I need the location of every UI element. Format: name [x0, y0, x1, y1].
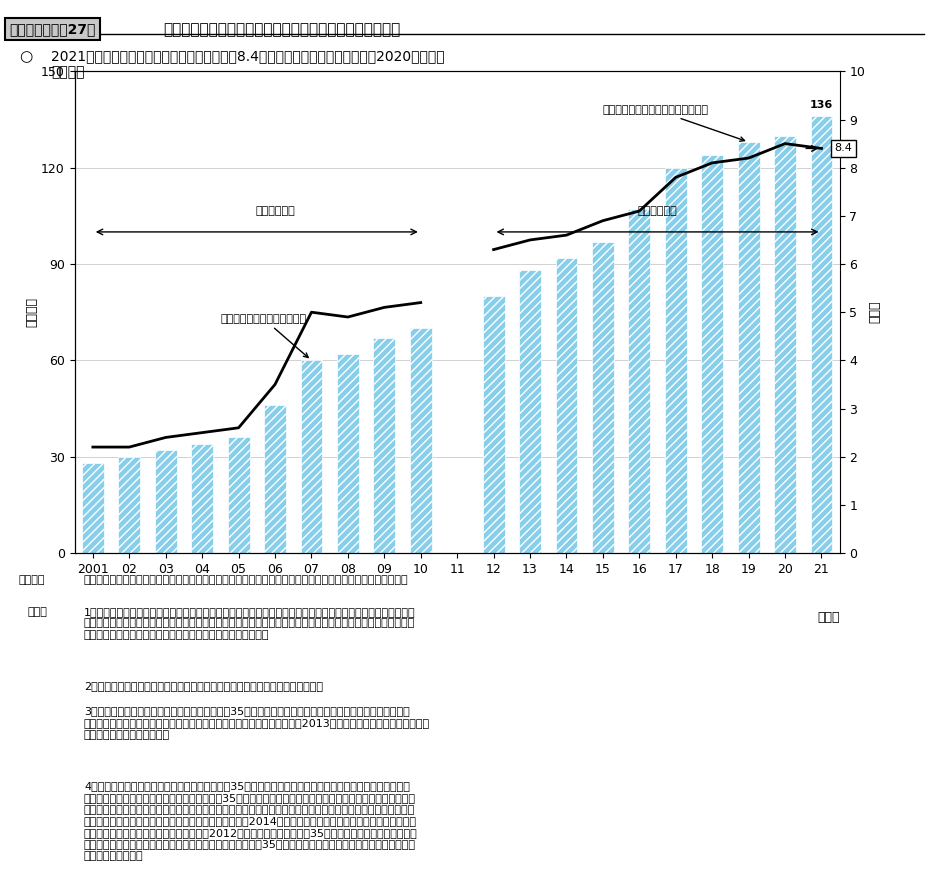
Bar: [555, 258, 578, 553]
Bar: [264, 405, 285, 553]
Bar: [118, 457, 140, 553]
Bar: [228, 437, 249, 553]
Bar: [629, 210, 650, 553]
Bar: [738, 142, 759, 553]
Bar: [337, 354, 359, 553]
Text: 推定組織率（折線、右目盛）: 推定組織率（折線、右目盛）: [220, 314, 308, 358]
Text: 組織率新定義: 組織率新定義: [637, 206, 677, 216]
Text: パートタイム労働者の労働組合員数: パートタイム労働者の労働組合員数: [603, 105, 745, 141]
Y-axis label: （％）: （％）: [868, 301, 881, 324]
Text: 3）旧定義による「雇用者数」は、就業時間が週35時間未満の雇用者数であり、「推定組織率」は、これで
　「パートタイム労働者の労働組合員数」を除して得られた数値で: 3）旧定義による「雇用者数」は、就業時間が週35時間未満の雇用者数であり、「推定…: [84, 706, 430, 739]
Bar: [191, 444, 213, 553]
Bar: [482, 296, 505, 553]
Text: 2021年のパートタイム労働者の推定組織率は8.4％となり、過去最高を記録した2020年より低
下した。: 2021年のパートタイム労働者の推定組織率は8.4％となり、過去最高を記録した2…: [51, 49, 445, 79]
Text: （注）: （注）: [28, 607, 48, 616]
Text: 136: 136: [810, 100, 833, 110]
Bar: [373, 338, 396, 553]
Bar: [300, 360, 323, 553]
Text: 資料出所: 資料出所: [19, 575, 45, 585]
Bar: [82, 463, 104, 553]
Bar: [410, 328, 432, 553]
Bar: [811, 116, 832, 553]
Text: 4）新定義による「雇用者数」は、就業時間が週35時間未満の雇用者数から従業上の地位が「正規の職員・
　従業員」を除いた雇用者数に、就業時間が週35時間以上で雇用: 4）新定義による「雇用者数」は、就業時間が週35時間未満の雇用者数から従業上の地…: [84, 781, 418, 861]
Bar: [774, 136, 796, 553]
Bar: [702, 155, 723, 553]
Text: パートタイム労働者の労働組合員数及び推定組織率の推移: パートタイム労働者の労働組合員数及び推定組織率の推移: [163, 22, 400, 37]
Text: 厚生労働省「労使関係総合調査（労働組合基礎調査）」をもとに厚生労働省政策統括官付政策統括室にて作成: 厚生労働省「労使関係総合調査（労働組合基礎調査）」をもとに厚生労働省政策統括官付…: [84, 575, 409, 585]
Text: 2）「雇用者数」は、いずれも労働力調査の各年６月分の原数値を用いている。: 2）「雇用者数」は、いずれも労働力調査の各年６月分の原数値を用いている。: [84, 681, 323, 691]
Bar: [155, 450, 176, 553]
Text: ○: ○: [19, 49, 32, 64]
Text: 組織率旧定義: 組織率旧定義: [255, 206, 295, 216]
Bar: [665, 168, 687, 553]
Y-axis label: （万人）: （万人）: [25, 297, 38, 327]
Text: 第１－（３）－27図: 第１－（３）－27図: [9, 22, 96, 37]
Text: （年）: （年）: [817, 611, 840, 624]
Text: 1）「パートタイム労働者」とは、正社員・正職員以外で、その事業所の一般労働者より１日の所定労働時間が
　　短い労働者、１日の所定労働時間が同じであっても１週の所: 1）「パートタイム労働者」とは、正社員・正職員以外で、その事業所の一般労働者より…: [84, 607, 415, 640]
Bar: [519, 270, 541, 553]
Bar: [592, 242, 614, 553]
Text: 8.4: 8.4: [834, 144, 852, 153]
